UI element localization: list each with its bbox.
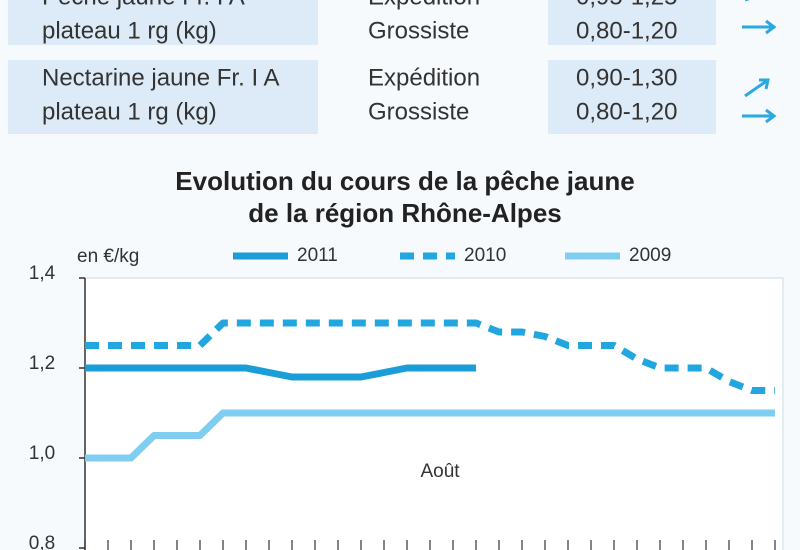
price: 0,80-1,20 [576,17,677,44]
cell-bg [8,60,318,134]
y-axis-label: en €/kg [77,246,139,267]
product: plateau 1 rg (kg) [42,17,217,44]
annotation: Août [420,461,460,482]
chart-title: Evolution du cours de la pêche jaune [175,166,634,196]
stage: Grossiste [368,98,469,125]
cell-bg [548,0,716,45]
arrow [744,78,770,98]
product: plateau 1 rg (kg) [42,98,217,125]
stage: Expédition [368,0,480,10]
legend-label: 2011 [297,245,338,266]
chart-title: de la région Rhône-Alpes [248,198,562,228]
product: Pêche jaune Fr. I A [42,0,245,10]
y-tick-label: 0,8 [29,533,55,550]
stage: Expédition [368,64,480,91]
legend-label: 2009 [629,245,671,266]
price: 0,90-1,30 [576,64,677,91]
arrow [742,108,777,124]
table: Pêche jaune Fr. I A Expédition 0,95-1,25 pl… [42,0,677,125]
y-tick-label: 1,4 [29,263,56,284]
stage: Grossiste [368,17,469,44]
product: Nectarine jaune Fr. I A [42,64,279,91]
cell-bg [8,0,318,45]
trend-icons [742,0,777,124]
series-line [85,409,775,462]
price: 0,95-1,25 [576,0,677,10]
y-tick-label: 1,2 [29,353,55,374]
legend-label: 2010 [464,245,506,266]
arrow [742,19,777,35]
y-tick-label: 1,0 [29,443,55,464]
series-line [85,364,476,381]
series-line [85,319,775,394]
price: 0,80-1,20 [576,98,677,125]
cell-bg [548,60,716,134]
